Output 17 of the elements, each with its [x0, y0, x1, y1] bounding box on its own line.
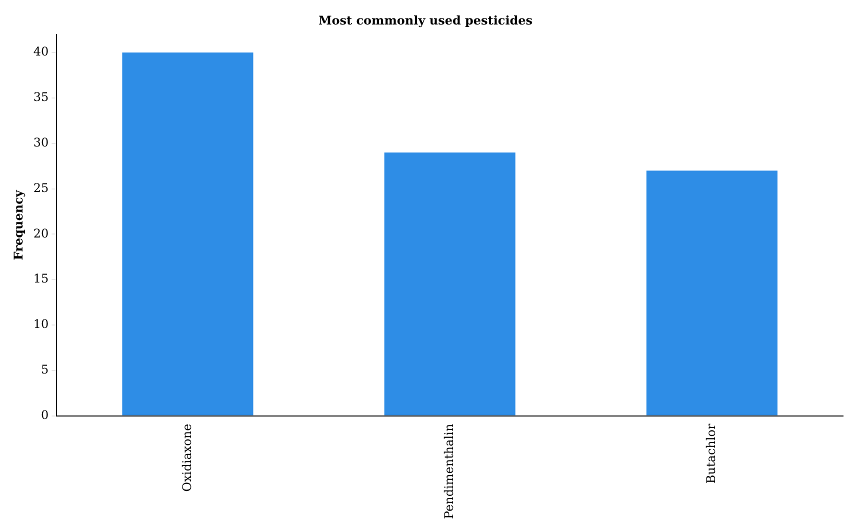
y-axis-title: Frequency [11, 189, 26, 260]
x-tick-label: Butachlor [704, 424, 718, 484]
y-tick-label: 10 [33, 317, 49, 332]
x-tick-label: Oxidiaxone [180, 424, 194, 492]
y-tick-label: 30 [33, 135, 49, 150]
y-tick-label: 25 [33, 180, 49, 195]
bar [646, 170, 778, 416]
y-tick-label: 35 [33, 90, 49, 104]
y-tick-label: 40 [33, 44, 49, 59]
x-tick-label: Pendimenthalin [442, 424, 456, 519]
y-tick-label: 5 [41, 362, 49, 377]
y-tick-label: 0 [41, 408, 49, 422]
chart-title: Most commonly used pesticides [318, 13, 533, 28]
y-tick-label: 20 [33, 226, 49, 240]
bar [122, 52, 254, 416]
y-tick-label: 15 [33, 272, 49, 286]
bar [384, 152, 516, 416]
